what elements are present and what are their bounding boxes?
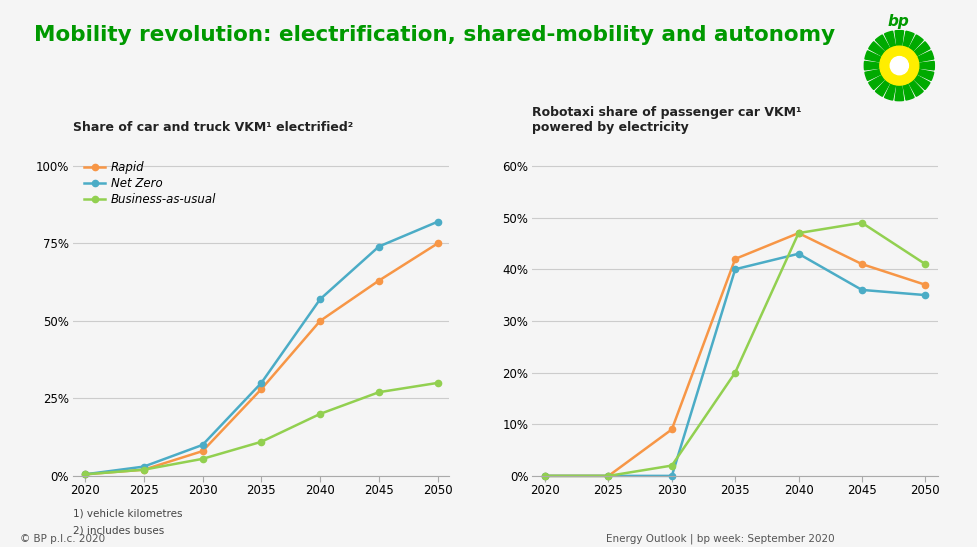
Wedge shape	[900, 66, 914, 100]
Text: Mobility revolution: electrification, shared-mobility and autonomy: Mobility revolution: electrification, sh…	[34, 25, 835, 45]
Business-as-usual	[79, 471, 91, 478]
Business-as-usual	[138, 467, 149, 473]
Business-as-usual	[729, 369, 741, 376]
Wedge shape	[875, 66, 900, 96]
Circle shape	[880, 46, 918, 85]
Net Zero	[255, 380, 267, 386]
Rapid	[666, 426, 678, 433]
Net Zero	[792, 251, 804, 257]
Rapid	[539, 473, 551, 479]
Circle shape	[890, 56, 909, 75]
Business-as-usual	[666, 462, 678, 469]
Business-as-usual	[432, 380, 444, 386]
Business-as-usual	[196, 456, 208, 462]
Text: Share of car and truck VKM¹ electrified²: Share of car and truck VKM¹ electrified²	[73, 121, 354, 134]
Line: Business-as-usual: Business-as-usual	[542, 220, 928, 479]
Rapid	[79, 471, 91, 478]
Text: Energy Outlook | bp week: September 2020: Energy Outlook | bp week: September 2020	[606, 533, 834, 544]
Net Zero	[539, 473, 551, 479]
Net Zero	[138, 463, 149, 470]
Business-as-usual	[255, 439, 267, 445]
Net Zero	[856, 287, 868, 293]
Rapid	[138, 467, 149, 473]
Text: © BP p.l.c. 2020: © BP p.l.c. 2020	[20, 533, 105, 544]
Wedge shape	[895, 66, 904, 101]
Rapid	[856, 261, 868, 267]
Net Zero	[666, 473, 678, 479]
Rapid	[196, 448, 208, 455]
Business-as-usual	[919, 261, 931, 267]
Wedge shape	[884, 31, 900, 66]
Net Zero	[196, 441, 208, 448]
Wedge shape	[900, 35, 923, 66]
Net Zero	[432, 218, 444, 225]
Text: 2) includes buses: 2) includes buses	[73, 525, 164, 536]
Net Zero	[315, 296, 326, 302]
Wedge shape	[900, 51, 934, 66]
Line: Rapid: Rapid	[82, 240, 441, 478]
Line: Rapid: Rapid	[542, 230, 928, 479]
Net Zero	[729, 266, 741, 272]
Business-as-usual	[539, 473, 551, 479]
Wedge shape	[900, 66, 930, 90]
Wedge shape	[895, 31, 904, 66]
Net Zero	[79, 471, 91, 478]
Wedge shape	[900, 31, 914, 66]
Line: Net Zero: Net Zero	[542, 251, 928, 479]
Wedge shape	[865, 66, 900, 80]
Wedge shape	[900, 66, 934, 80]
Wedge shape	[884, 66, 900, 100]
Rapid	[373, 277, 385, 284]
Rapid	[792, 230, 804, 236]
Wedge shape	[869, 66, 900, 90]
Line: Net Zero: Net Zero	[82, 219, 441, 478]
Business-as-usual	[603, 473, 615, 479]
Business-as-usual	[373, 389, 385, 395]
Business-as-usual	[315, 411, 326, 417]
Net Zero	[919, 292, 931, 298]
Wedge shape	[869, 42, 900, 66]
Rapid	[729, 255, 741, 262]
Net Zero	[603, 473, 615, 479]
Text: 1) vehicle kilometres: 1) vehicle kilometres	[73, 509, 183, 519]
Business-as-usual	[856, 219, 868, 226]
Rapid	[432, 240, 444, 247]
Rapid	[603, 473, 615, 479]
Wedge shape	[900, 66, 923, 96]
Legend: Rapid, Net Zero, Business-as-usual: Rapid, Net Zero, Business-as-usual	[79, 156, 221, 211]
Wedge shape	[900, 42, 930, 66]
Wedge shape	[865, 61, 900, 70]
Business-as-usual	[792, 230, 804, 236]
Net Zero	[373, 243, 385, 250]
Wedge shape	[875, 35, 900, 66]
Text: bp: bp	[887, 14, 909, 28]
Line: Business-as-usual: Business-as-usual	[82, 380, 441, 478]
Rapid	[315, 318, 326, 324]
Text: Robotaxi share of passenger car VKM¹
powered by electricity: Robotaxi share of passenger car VKM¹ pow…	[532, 106, 802, 134]
Rapid	[255, 386, 267, 392]
Wedge shape	[865, 51, 900, 66]
Wedge shape	[900, 61, 934, 70]
Rapid	[919, 282, 931, 288]
